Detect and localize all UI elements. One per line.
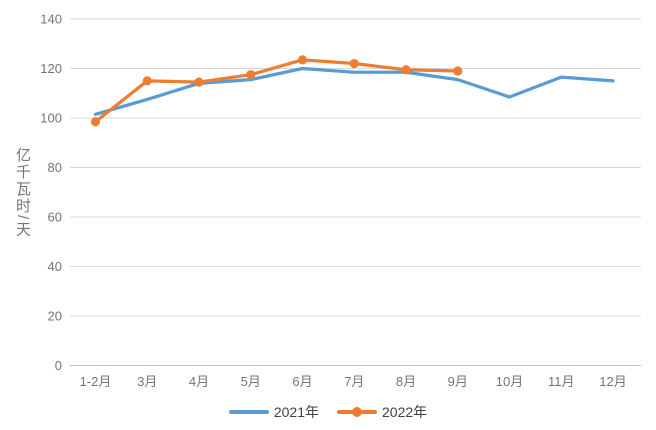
data-point-2022年-5月 xyxy=(246,70,256,80)
series-line-2022年 xyxy=(93,58,460,124)
x-tick-label-8: 9月 xyxy=(448,374,468,389)
legend-line-swatch-2022 xyxy=(337,407,377,417)
y-tick-label-140: 140 xyxy=(40,12,62,27)
x-tick-label-7: 8月 xyxy=(396,374,416,389)
chart-legend: 2021年 2022年 xyxy=(0,402,656,422)
y-tick-label-0: 0 xyxy=(55,358,62,373)
data-point-2022年-6月 xyxy=(297,55,308,65)
x-tick-label-3: 4月 xyxy=(189,374,209,389)
legend-label-2022: 2022年 xyxy=(382,404,428,420)
data-point-2022年-4月 xyxy=(194,77,204,87)
data-point-2022年-7月 xyxy=(349,58,359,69)
legend-item-2021: 2021年 xyxy=(228,402,319,422)
y-tick-label-80: 80 xyxy=(48,160,62,175)
y-tick-label-100: 100 xyxy=(40,111,62,126)
x-tick-label-11: 12月 xyxy=(599,374,626,389)
x-tick-label-10: 11月 xyxy=(548,374,575,389)
data-point-2022年-9月 xyxy=(453,66,463,76)
y-tick-label-120: 120 xyxy=(40,61,62,76)
legend-marker-dot-icon xyxy=(352,407,362,417)
x-tick-label-9: 10月 xyxy=(496,374,523,389)
legend-label-2021: 2021年 xyxy=(273,404,319,420)
data-point-2022年-1-2月 xyxy=(90,117,101,127)
legend-item-2022: 2022年 xyxy=(337,402,427,422)
x-tick-label-4: 5月 xyxy=(241,374,261,389)
data-point-2022年-8月 xyxy=(401,65,411,75)
legend-line-icon xyxy=(228,410,269,414)
y-tick-label-40: 40 xyxy=(48,259,62,274)
data-point-2022年-3月 xyxy=(142,76,152,86)
legend-line-swatch-2021 xyxy=(228,407,269,417)
x-tick-label-1: 1-2月 xyxy=(80,374,112,389)
x-tick-label-2: 3月 xyxy=(137,374,157,389)
series-line-2021年 xyxy=(93,66,615,116)
y-axis-title: 亿千瓦时/天 xyxy=(14,147,31,239)
x-tick-label-6: 7月 xyxy=(344,374,364,389)
x-tick-label-5: 6月 xyxy=(292,374,312,389)
y-tick-label-20: 20 xyxy=(48,309,62,324)
y-tick-label-60: 60 xyxy=(48,210,62,225)
